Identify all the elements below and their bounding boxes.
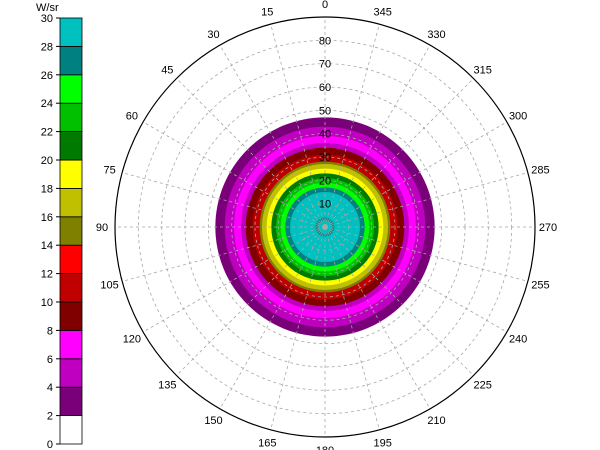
colorbar-tick-label: 4 — [47, 382, 53, 394]
colorbar-tick-label: 30 — [41, 13, 53, 25]
colorbar-tick-label: 12 — [41, 269, 53, 281]
grid-circle — [301, 203, 349, 251]
grid-spoke — [324, 24, 380, 228]
grid-spoke — [219, 226, 326, 410]
grid-spoke — [176, 78, 326, 228]
angle-label: 315 — [474, 64, 492, 76]
angle-label: 255 — [531, 280, 549, 292]
radial-tick-label: 80 — [319, 35, 331, 47]
radial-tick-label: 70 — [319, 59, 331, 71]
grid-spoke — [270, 226, 326, 430]
grid-spoke — [176, 226, 326, 376]
colorbar-tick-label: 22 — [41, 127, 53, 139]
grid-spoke — [219, 44, 326, 228]
radial-tick-label: 60 — [319, 82, 331, 94]
angle-label: 135 — [158, 380, 176, 392]
grid-spoke — [270, 24, 326, 228]
grid-circle — [137, 39, 513, 415]
angle-label: 210 — [427, 415, 445, 427]
grid-spoke — [324, 78, 474, 228]
colorbar-tick-label: 24 — [41, 98, 53, 110]
radial-tick-label: 20 — [319, 175, 331, 187]
colorbar-tick-label: 20 — [41, 155, 53, 167]
angle-label: 165 — [258, 437, 276, 449]
angle-label: 150 — [204, 415, 222, 427]
radial-tick-label: 10 — [319, 199, 331, 211]
grid-spoke — [324, 121, 508, 228]
angle-label: 195 — [374, 437, 392, 449]
grid-spoke — [324, 172, 528, 228]
colorbar-tick-label: 8 — [47, 325, 53, 337]
grid-circle — [161, 63, 489, 391]
grid-spoke — [324, 226, 380, 430]
angle-label: 285 — [531, 164, 549, 176]
angle-label: 300 — [509, 111, 527, 123]
grid-spoke — [142, 121, 326, 228]
grid-spoke — [122, 172, 326, 228]
colorbar-unit-label: W/sr — [36, 2, 59, 14]
grid-spoke — [324, 226, 474, 376]
grid-spoke — [324, 226, 508, 333]
radial-tick-label: 40 — [319, 129, 331, 141]
colorbar-tick-label: 14 — [41, 240, 53, 252]
colorbar-tick-label: 18 — [41, 183, 53, 195]
angle-label: 0 — [322, 0, 328, 11]
colorbar-tick-label: 10 — [41, 297, 53, 309]
colorbar-tick-label: 26 — [41, 70, 53, 82]
angle-label: 90 — [96, 222, 108, 234]
colorbar-tick-label: 0 — [47, 439, 53, 450]
angle-label: 345 — [374, 7, 392, 19]
angle-label: 240 — [509, 334, 527, 346]
colorbar-tick-label: 28 — [41, 41, 53, 53]
polar-outer-border — [114, 16, 536, 438]
grid-circle — [277, 179, 373, 275]
radial-tick-label: 50 — [319, 105, 331, 117]
grid-circle — [184, 86, 466, 368]
angle-label: 105 — [100, 280, 118, 292]
colorbar-tick-label: 16 — [41, 212, 53, 224]
grid-spoke — [142, 226, 326, 333]
grid-spoke — [324, 226, 431, 410]
angle-label: 60 — [126, 111, 138, 123]
angle-label: 225 — [474, 380, 492, 392]
grid-spoke — [324, 44, 431, 228]
angle-label: 120 — [123, 334, 141, 346]
grid-circle — [254, 156, 396, 298]
grid-spoke — [122, 226, 326, 282]
colorbar-tick-label: 2 — [47, 411, 53, 423]
colorbar-tick-label: 6 — [47, 354, 53, 366]
angle-label: 30 — [207, 29, 219, 41]
radial-tick-label: 30 — [319, 152, 331, 164]
grid-circle — [231, 133, 419, 321]
angle-label: 75 — [103, 164, 115, 176]
grid-spoke — [324, 226, 528, 282]
angle-label: 15 — [261, 7, 273, 19]
angle-label: 270 — [539, 222, 557, 234]
colorbar-band-14 — [59, 17, 83, 47]
angle-label: 330 — [427, 29, 445, 41]
angle-label: 45 — [161, 64, 173, 76]
grid-circle — [207, 109, 443, 345]
angle-label: 180 — [316, 445, 334, 450]
